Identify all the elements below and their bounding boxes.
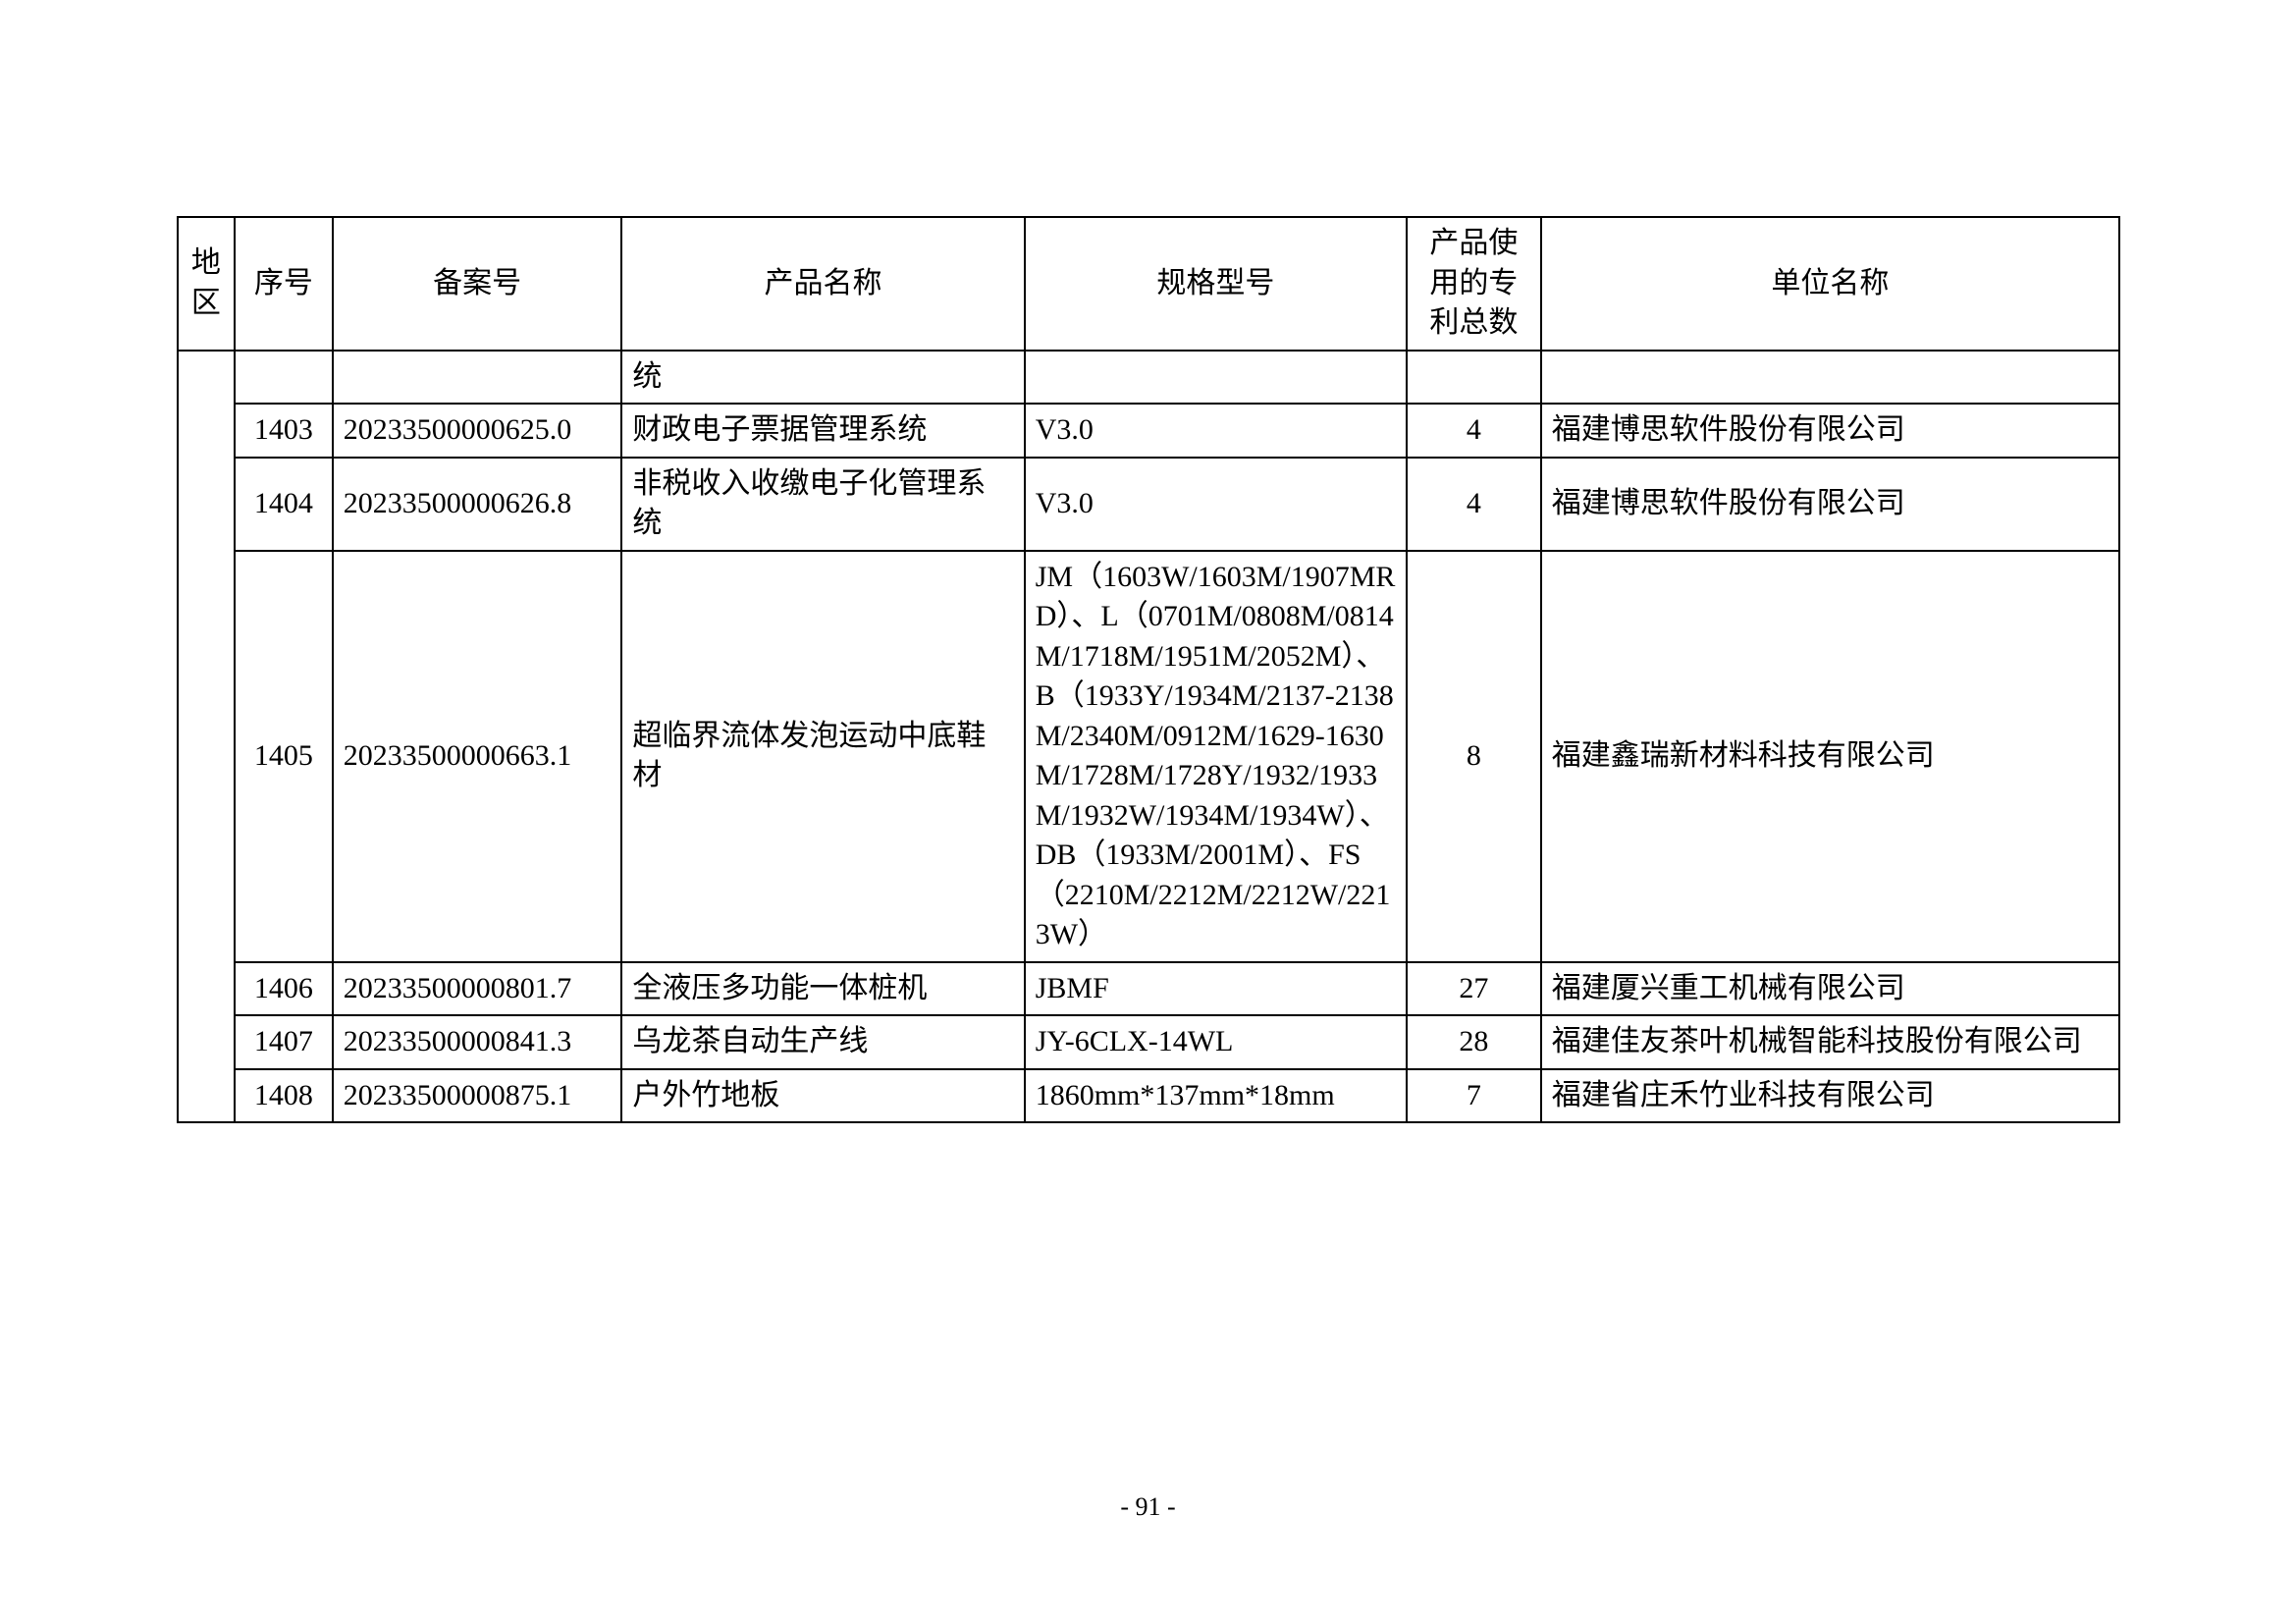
cell-name: 财政电子票据管理系统 [621,404,1024,458]
table-row: 统 [178,351,2119,405]
cell-record [333,351,622,405]
table-row: 1403 20233500000625.0 财政电子票据管理系统 V3.0 4 … [178,404,2119,458]
cell-seq: 1405 [235,551,333,962]
cell-patent: 7 [1407,1069,1541,1123]
cell-spec: JM（1603W/1603M/1907MRD）、L（0701M/0808M/08… [1025,551,1407,962]
col-header-region: 地区 [178,217,235,351]
cell-unit: 福建厦兴重工机械有限公司 [1541,962,2119,1016]
cell-name: 超临界流体发泡运动中底鞋材 [621,551,1024,962]
cell-patent: 27 [1407,962,1541,1016]
table-body: 统 1403 20233500000625.0 财政电子票据管理系统 V3.0 … [178,351,2119,1123]
col-header-name: 产品名称 [621,217,1024,351]
cell-patent: 4 [1407,404,1541,458]
cell-record: 20233500000663.1 [333,551,622,962]
cell-spec: V3.0 [1025,404,1407,458]
col-header-unit: 单位名称 [1541,217,2119,351]
cell-seq: 1404 [235,458,333,551]
cell-patent [1407,351,1541,405]
cell-seq: 1408 [235,1069,333,1123]
cell-name: 全液压多功能一体桩机 [621,962,1024,1016]
table-row: 1406 20233500000801.7 全液压多功能一体桩机 JBMF 27… [178,962,2119,1016]
table-row: 1408 20233500000875.1 户外竹地板 1860mm*137mm… [178,1069,2119,1123]
cell-patent: 8 [1407,551,1541,962]
cell-seq: 1407 [235,1015,333,1069]
cell-spec [1025,351,1407,405]
table-container: 地区 序号 备案号 产品名称 规格型号 产品使用的专利总数 单位名称 统 [177,216,2120,1123]
col-header-spec: 规格型号 [1025,217,1407,351]
cell-spec: JBMF [1025,962,1407,1016]
cell-spec: V3.0 [1025,458,1407,551]
cell-spec: JY-6CLX-14WL [1025,1015,1407,1069]
cell-unit: 福建鑫瑞新材料科技有限公司 [1541,551,2119,962]
col-header-record: 备案号 [333,217,622,351]
cell-name: 非税收入收缴电子化管理系统 [621,458,1024,551]
data-table: 地区 序号 备案号 产品名称 规格型号 产品使用的专利总数 单位名称 统 [177,216,2120,1123]
cell-patent: 28 [1407,1015,1541,1069]
cell-record: 20233500000626.8 [333,458,622,551]
cell-seq [235,351,333,405]
cell-record: 20233500000875.1 [333,1069,622,1123]
page: 地区 序号 备案号 产品名称 规格型号 产品使用的专利总数 单位名称 统 [0,0,2296,1624]
cell-unit: 福建佳友茶叶机械智能科技股份有限公司 [1541,1015,2119,1069]
cell-patent: 4 [1407,458,1541,551]
cell-seq: 1406 [235,962,333,1016]
cell-unit [1541,351,2119,405]
cell-name: 统 [621,351,1024,405]
table-header-row: 地区 序号 备案号 产品名称 规格型号 产品使用的专利总数 单位名称 [178,217,2119,351]
cell-region [178,351,235,1123]
cell-record: 20233500000625.0 [333,404,622,458]
cell-name: 户外竹地板 [621,1069,1024,1123]
cell-spec: 1860mm*137mm*18mm [1025,1069,1407,1123]
cell-unit: 福建省庄禾竹业科技有限公司 [1541,1069,2119,1123]
cell-seq: 1403 [235,404,333,458]
cell-unit: 福建博思软件股份有限公司 [1541,404,2119,458]
col-header-patent: 产品使用的专利总数 [1407,217,1541,351]
table-row: 1407 20233500000841.3 乌龙茶自动生产线 JY-6CLX-1… [178,1015,2119,1069]
table-row: 1404 20233500000626.8 非税收入收缴电子化管理系统 V3.0… [178,458,2119,551]
table-row: 1405 20233500000663.1 超临界流体发泡运动中底鞋材 JM（1… [178,551,2119,962]
cell-unit: 福建博思软件股份有限公司 [1541,458,2119,551]
cell-record: 20233500000801.7 [333,962,622,1016]
cell-name: 乌龙茶自动生产线 [621,1015,1024,1069]
col-header-seq: 序号 [235,217,333,351]
cell-record: 20233500000841.3 [333,1015,622,1069]
table-header: 地区 序号 备案号 产品名称 规格型号 产品使用的专利总数 单位名称 [178,217,2119,351]
page-number: - 91 - [0,1492,2296,1522]
